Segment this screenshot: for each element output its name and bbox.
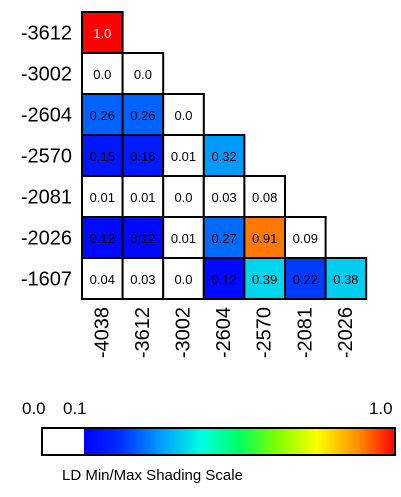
heatmap-cell — [202, 216, 246, 259]
column-labels: -4038 -3612 -3002 -2604 -2570 -2081 -2026 — [91, 307, 357, 358]
scale-min-label: 0.0 — [22, 399, 46, 418]
heatmap-cell-value: 0.26 — [90, 108, 115, 123]
row-labels: -3612 -3002 -2604 -2570 -2081 -2026 -1607 — [21, 23, 72, 291]
heatmap-cell-value: 0.22 — [293, 272, 318, 287]
scale-gradient-bar — [84, 428, 395, 455]
row-label: -3002 — [21, 64, 72, 86]
heatmap-cell-value: 0.12 — [211, 272, 236, 287]
heatmap-cell — [243, 216, 286, 259]
column-label: -2570 — [254, 307, 276, 358]
heatmap-cell-value: 0.04 — [90, 272, 115, 287]
heatmap-cell — [202, 257, 246, 300]
heatmap-cell-value: 0.39 — [252, 272, 277, 287]
heatmap-cell-value: 0.38 — [333, 272, 358, 287]
heatmap-cell-value: 0.08 — [252, 190, 277, 205]
column-label: -3002 — [173, 307, 195, 358]
heatmap-cells: 1.0 0.0 0.0 0.26 0.26 0.0 0.15 0.16 0.01 0.32 0.01… — [81, 11, 368, 300]
heatmap-cell-value: 0.0 — [134, 67, 152, 82]
heatmap-cell — [202, 134, 246, 177]
heatmap-cell-value: 0.32 — [211, 149, 236, 164]
heatmap-cell — [121, 257, 165, 300]
heatmap-cell-value: 0.01 — [130, 190, 155, 205]
heatmap-cell-value: 0.0 — [174, 272, 192, 287]
heatmap-cell-value: 0.0 — [174, 108, 192, 123]
heatmap-cell-value: 0.15 — [90, 149, 115, 164]
row-label: -2026 — [21, 228, 72, 250]
heatmap-cell — [81, 216, 124, 259]
scale-max-label: 1.0 — [369, 399, 393, 418]
row-label: -1607 — [21, 269, 72, 291]
row-label: -2570 — [21, 146, 72, 168]
heatmap-cell-value: 0.16 — [130, 149, 155, 164]
heatmap-cell-value: 0.91 — [252, 231, 277, 246]
column-label: -4038 — [91, 307, 113, 358]
heatmap-cell-value: 0.0 — [174, 190, 192, 205]
scale-frame — [41, 427, 396, 456]
row-label: -2081 — [21, 187, 72, 209]
shading-scale: 0.0 0.1 1.0 LD Min/Max Shading Scale — [22, 399, 396, 484]
row-label: -2604 — [21, 105, 72, 127]
column-label: -3612 — [132, 307, 154, 358]
column-label: -2026 — [335, 307, 357, 358]
heatmap-cell-value: 0.12 — [130, 231, 155, 246]
scale-title: LD Min/Max Shading Scale — [62, 467, 243, 484]
scale-threshold-label: 0.1 — [63, 399, 87, 418]
heatmap-cell-value: 0.09 — [293, 231, 318, 246]
scale-below-threshold-swatch — [42, 428, 84, 455]
heatmap-cell-value: 0.03 — [130, 272, 155, 287]
heatmap-cell-value: 0.0 — [93, 67, 111, 82]
heatmap-cell — [121, 134, 165, 177]
heatmap-cell-value: 0.26 — [130, 108, 155, 123]
row-label: -3612 — [21, 23, 72, 45]
heatmap-cell-value: 0.01 — [171, 231, 196, 246]
heatmap-cell-value: 1.0 — [93, 26, 111, 41]
heatmap-cell — [324, 257, 368, 300]
column-label: -2081 — [294, 307, 316, 358]
heatmap-cell-value: 0.03 — [211, 190, 236, 205]
heatmap-cell — [162, 93, 205, 136]
heatmap-cell-value: 0.01 — [171, 149, 196, 164]
heatmap-cell-value: 0.27 — [211, 231, 236, 246]
heatmap-cell-value: 0.01 — [90, 190, 115, 205]
heatmap-cell-value: 0.12 — [90, 231, 115, 246]
column-label: -2604 — [213, 307, 235, 358]
heatmap-cell — [284, 257, 327, 300]
heatmap-cell — [121, 216, 165, 259]
